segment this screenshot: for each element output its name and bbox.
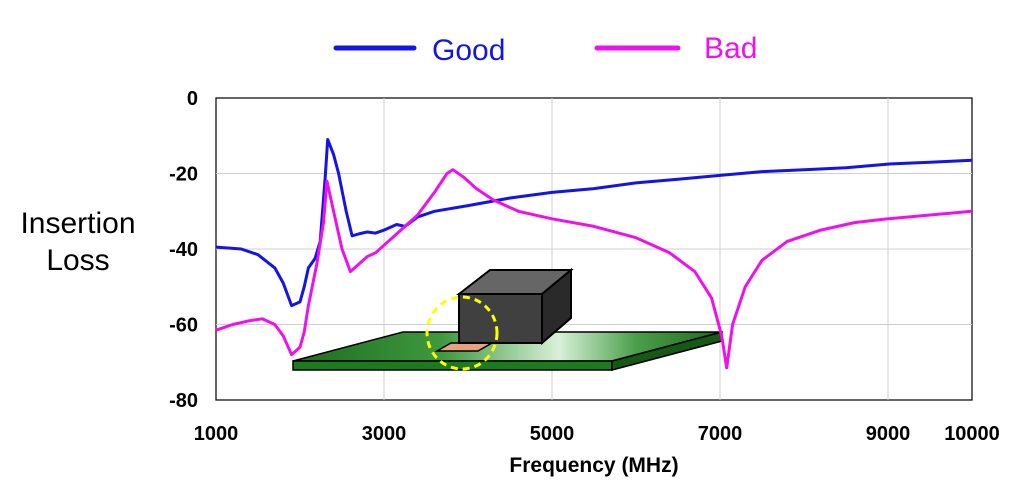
y-axis-label-line-2: Loss <box>46 244 109 277</box>
y-axis-label-line-1: Insertion <box>20 207 135 240</box>
legend-good-label: Good <box>432 34 505 67</box>
highlight-circle <box>425 295 499 371</box>
tick-labels: 0 -20 -40 -60 -80 1000 3000 5000 7000 9000 10000 <box>169 88 1000 445</box>
x-tick-label: 5000 <box>530 423 575 445</box>
x-tick-label: 7000 <box>698 423 743 445</box>
series-lines <box>215 138 973 370</box>
series-line-good <box>215 138 973 308</box>
legend-bad-label: Bad <box>704 32 757 65</box>
y-tick-label: -80 <box>169 390 198 412</box>
y-tick-label: 0 <box>187 88 198 110</box>
series-line-bad <box>215 168 973 370</box>
legend: Good Bad <box>333 32 757 67</box>
component-front <box>458 293 543 344</box>
x-tick-label: 1000 <box>194 423 239 445</box>
component-side <box>541 267 572 346</box>
x-axis-label: Frequency (MHz) <box>509 454 678 477</box>
x-tick-label: 3000 <box>362 423 407 445</box>
y-tick-label: -20 <box>169 164 198 186</box>
pcb-illustration <box>292 267 723 371</box>
x-tick-label: 9000 <box>866 423 911 445</box>
x-tick-label: 10000 <box>944 423 1000 445</box>
y-tick-label: -60 <box>169 315 198 337</box>
y-tick-label: -40 <box>169 239 198 261</box>
